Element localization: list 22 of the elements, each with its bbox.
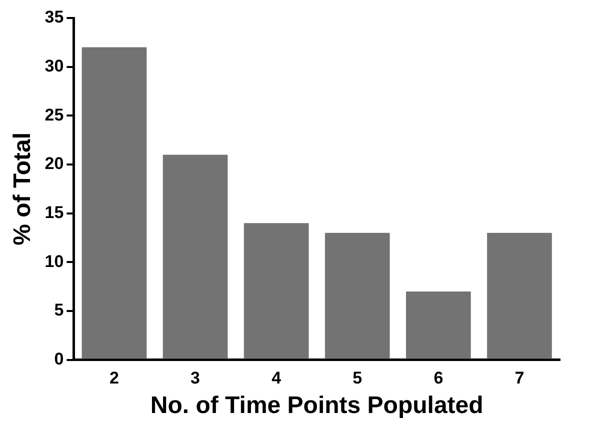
y-axis-title: % of Total — [9, 132, 36, 246]
x-tick-label: 7 — [514, 368, 524, 388]
x-axis-title: No. of Time Points Populated — [150, 392, 484, 420]
bar — [406, 291, 471, 359]
y-tick-label: 5 — [54, 300, 64, 320]
x-tick-label: 6 — [434, 368, 444, 388]
bar — [162, 154, 228, 359]
bar — [82, 47, 147, 359]
bar — [487, 232, 552, 359]
x-tick-label: 3 — [190, 368, 200, 388]
x-tick-label: 5 — [352, 368, 362, 388]
y-tick-label: 30 — [44, 56, 64, 76]
y-tick-label: 0 — [54, 349, 64, 368]
y-tick-label: 20 — [44, 154, 64, 174]
y-tick-label: 25 — [44, 105, 64, 124]
y-tick-label: 35 — [44, 8, 64, 27]
x-tick-label: 4 — [272, 368, 282, 388]
bar — [324, 232, 390, 359]
y-tick-label: 15 — [44, 203, 64, 222]
x-tick-label: 2 — [110, 368, 119, 388]
bar — [244, 223, 309, 359]
y-tick-label: 10 — [44, 252, 64, 271]
